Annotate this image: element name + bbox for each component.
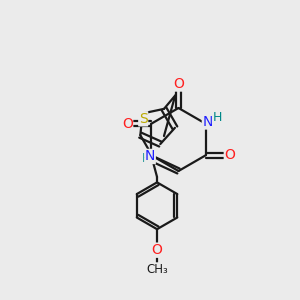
Text: O: O	[152, 243, 163, 257]
Text: N: N	[145, 149, 155, 164]
Text: H: H	[142, 152, 151, 165]
Text: CH₃: CH₃	[146, 263, 168, 276]
Text: S: S	[139, 112, 148, 126]
Text: O: O	[173, 77, 184, 91]
Text: O: O	[224, 148, 235, 162]
Text: O: O	[122, 117, 133, 131]
Text: H: H	[212, 111, 222, 124]
Text: N: N	[202, 115, 213, 129]
